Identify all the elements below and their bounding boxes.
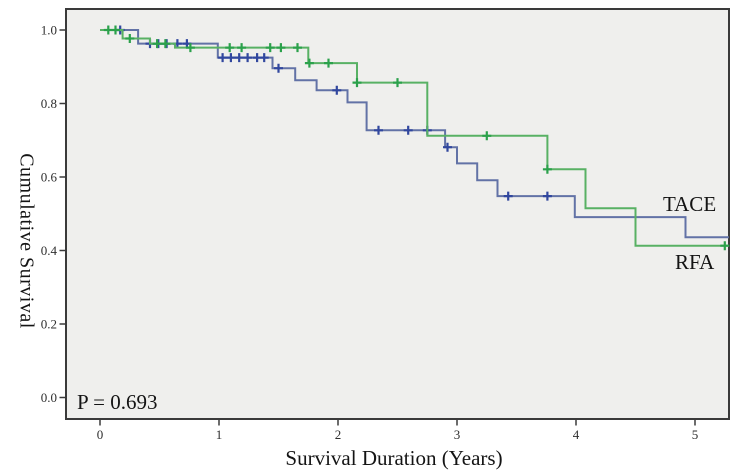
y-tick-label: 0.4 [41,243,58,258]
censor-marks-rfa [103,25,730,251]
plot-area [65,8,730,420]
x-axis-title: Survival Duration (Years) [285,446,503,470]
x-tick-label: 1 [216,427,223,442]
x-tick-label: 3 [454,427,461,442]
x-tick-label: 0 [97,427,104,442]
survival-curve-rfa [100,29,729,247]
y-tick-label: 0.8 [41,96,57,111]
y-tick-label: 0.0 [41,390,57,405]
y-axis-title: Cumulative Survival [15,153,38,329]
x-tick-label: 4 [573,427,580,442]
y-tick-label: 0.6 [41,170,58,185]
y-tick-label: 1.0 [41,23,57,38]
p-value-annotation: P = 0.693 [77,390,158,414]
series-label-tace: TACE [663,192,717,216]
x-tick-label: 2 [335,427,342,442]
series-label-rfa: RFA [675,250,715,274]
y-tick-label: 0.2 [41,317,57,332]
x-tick-label: 5 [692,427,699,442]
